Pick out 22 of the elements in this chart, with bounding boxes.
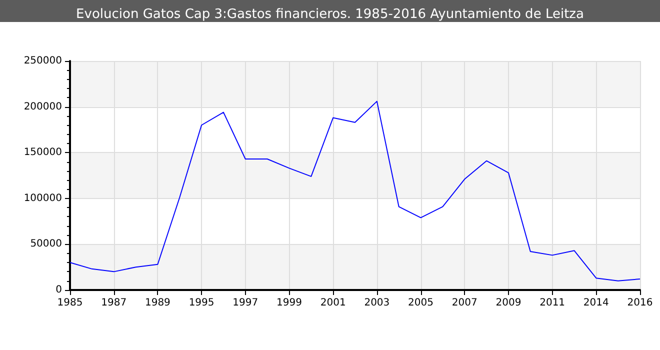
x-tick-label: 2014 (583, 298, 609, 308)
y-tick-label: 0 (56, 284, 62, 296)
x-tick-label: 2016 (627, 298, 653, 308)
x-tick-label: 1989 (144, 298, 170, 308)
x-tick-label: 2001 (320, 298, 346, 308)
x-tick-label: 2003 (364, 298, 390, 308)
x-tick-label: 1985 (57, 298, 83, 308)
y-tick-label: 250000 (24, 56, 62, 66)
x-tick-label: 2007 (452, 298, 478, 308)
chart-title: Evolucion Gatos Cap 3:Gastos financieros. 1985-2016 Ayuntamiento de Leitza (76, 7, 584, 22)
x-tick-label: 1995 (188, 298, 214, 308)
x-tick-label: 1987 (101, 298, 127, 308)
x-tick-label: 1999 (276, 298, 302, 308)
line-series (70, 100, 640, 282)
x-tick-label: 2009 (496, 298, 522, 308)
x-tick-label: 2005 (408, 298, 434, 308)
x-tick-label: 1997 (232, 298, 258, 308)
y-tick-label: 200000 (24, 101, 62, 112)
y-tick-label: 100000 (24, 192, 62, 204)
x-tick-label: 2011 (540, 298, 566, 308)
y-tick-label: 50000 (30, 238, 62, 250)
y-tick-label: 150000 (24, 147, 62, 158)
